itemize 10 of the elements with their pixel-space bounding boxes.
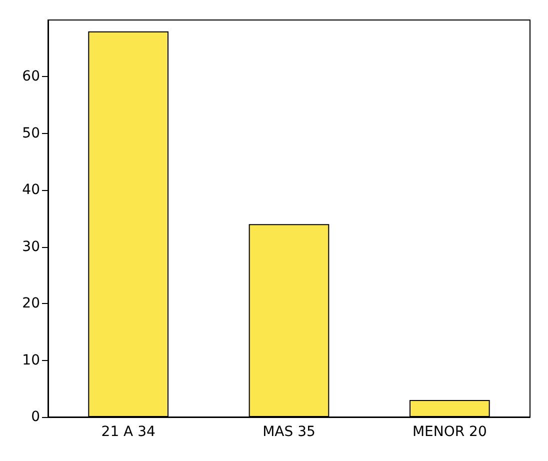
y-tick-label: 40 — [22, 182, 40, 198]
y-tick-label: 0 — [31, 409, 40, 425]
y-tick-label: 60 — [22, 68, 40, 85]
y-tick-label: 50 — [22, 125, 40, 142]
x-tick-label: MAS 35 — [262, 424, 316, 440]
y-tick-label: 20 — [22, 296, 40, 312]
x-tick-label: 21 A 34 — [101, 424, 156, 440]
x-tick-label: MENOR 20 — [412, 424, 487, 440]
y-tick-label: 30 — [22, 238, 40, 255]
y-tick-label: 10 — [22, 352, 40, 368]
